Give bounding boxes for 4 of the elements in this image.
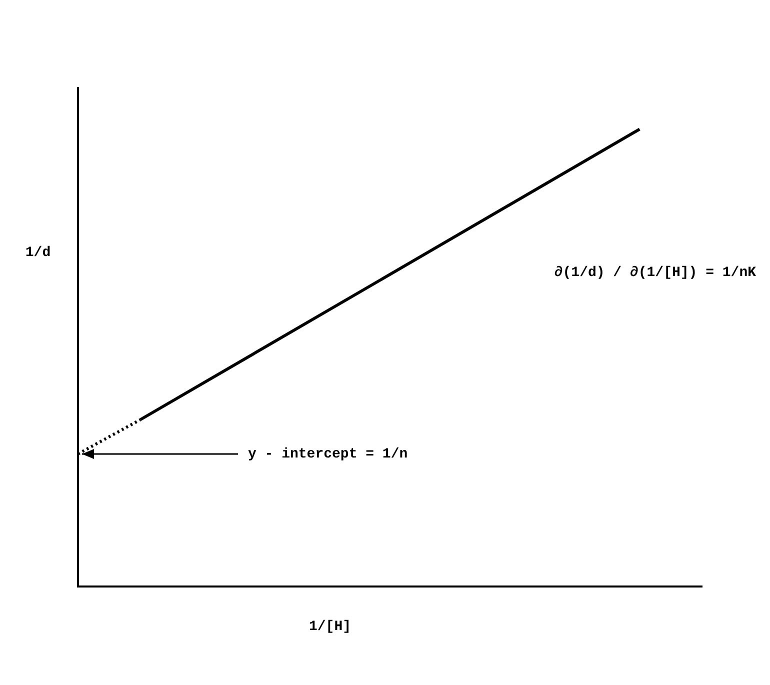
annotation: ∂(1/d) / ∂(1/[H]) = 1/nK xyxy=(554,265,757,282)
x-axis-title: 1/[H] xyxy=(308,619,352,636)
annotation: y - intercept = 1/n xyxy=(248,446,408,462)
y-axis-title: 1/d xyxy=(25,245,51,262)
